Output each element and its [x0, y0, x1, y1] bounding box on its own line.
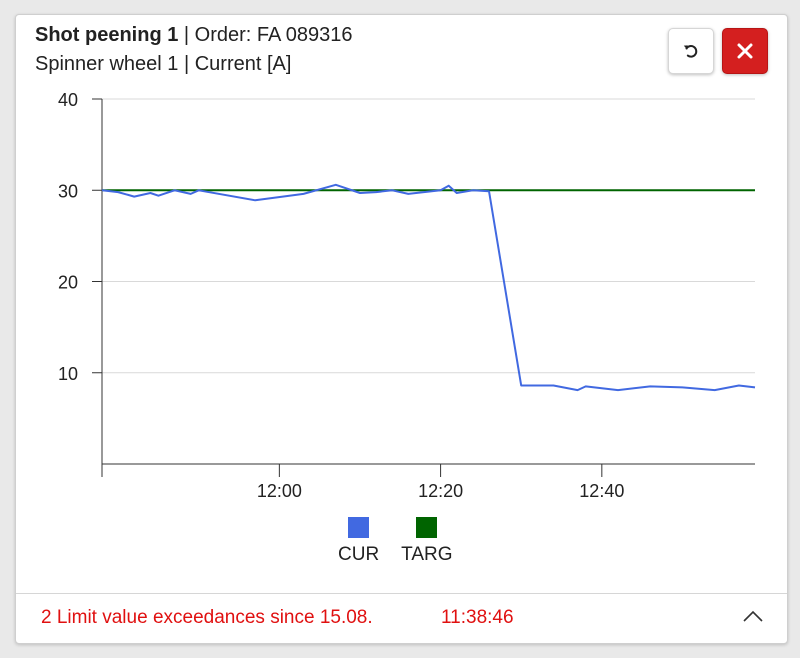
legend-swatch-targ — [416, 517, 438, 538]
legend-item-targ[interactable]: TARG — [401, 517, 453, 566]
x-tick-label-1200: 12:00 — [257, 481, 302, 501]
title-line: Shot peening 1 | Order: FA 089316 — [35, 21, 353, 50]
order-number: | Order: FA 089316 — [183, 24, 353, 46]
reset-button[interactable] — [668, 28, 714, 74]
y-tick-label-10: 10 — [58, 364, 78, 384]
legend-item-cur[interactable]: CUR — [338, 517, 379, 566]
legend-label-cur: CUR — [338, 544, 380, 565]
chevron-up-icon[interactable] — [742, 608, 764, 626]
exceedance-time: 11:38:46 — [441, 607, 514, 628]
machine-name: Shot peening 1 — [35, 24, 179, 46]
line-chart: 10 20 30 40 12:00 12:20 12:40 — [58, 90, 756, 501]
x-tick-label-1220: 12:20 — [418, 481, 463, 501]
alert-footer: 2 Limit value exceedances since 15.08. 1… — [16, 593, 787, 643]
legend-swatch-cur — [348, 517, 370, 538]
x-tick-label-1240: 12:40 — [579, 481, 624, 501]
card-header: Shot peening 1 | Order: FA 089316 Spinne… — [35, 21, 353, 79]
y-tick-label-20: 20 — [58, 273, 78, 293]
close-icon — [737, 43, 753, 59]
chart-legend: CUR TARG — [338, 517, 453, 566]
close-button[interactable] — [722, 28, 768, 74]
chart-card: Shot peening 1 | Order: FA 089316 Spinne… — [15, 14, 788, 644]
subtitle: Spinner wheel 1 | Current [A] — [35, 53, 292, 75]
undo-icon — [683, 45, 698, 58]
y-tick-label-30: 30 — [58, 181, 78, 201]
series-line-cur — [101, 183, 756, 392]
limit-exceedance-message: 2 Limit value exceedances since 15.08. — [41, 607, 373, 628]
legend-label-targ: TARG — [401, 544, 453, 565]
y-tick-label-40: 40 — [58, 90, 78, 110]
